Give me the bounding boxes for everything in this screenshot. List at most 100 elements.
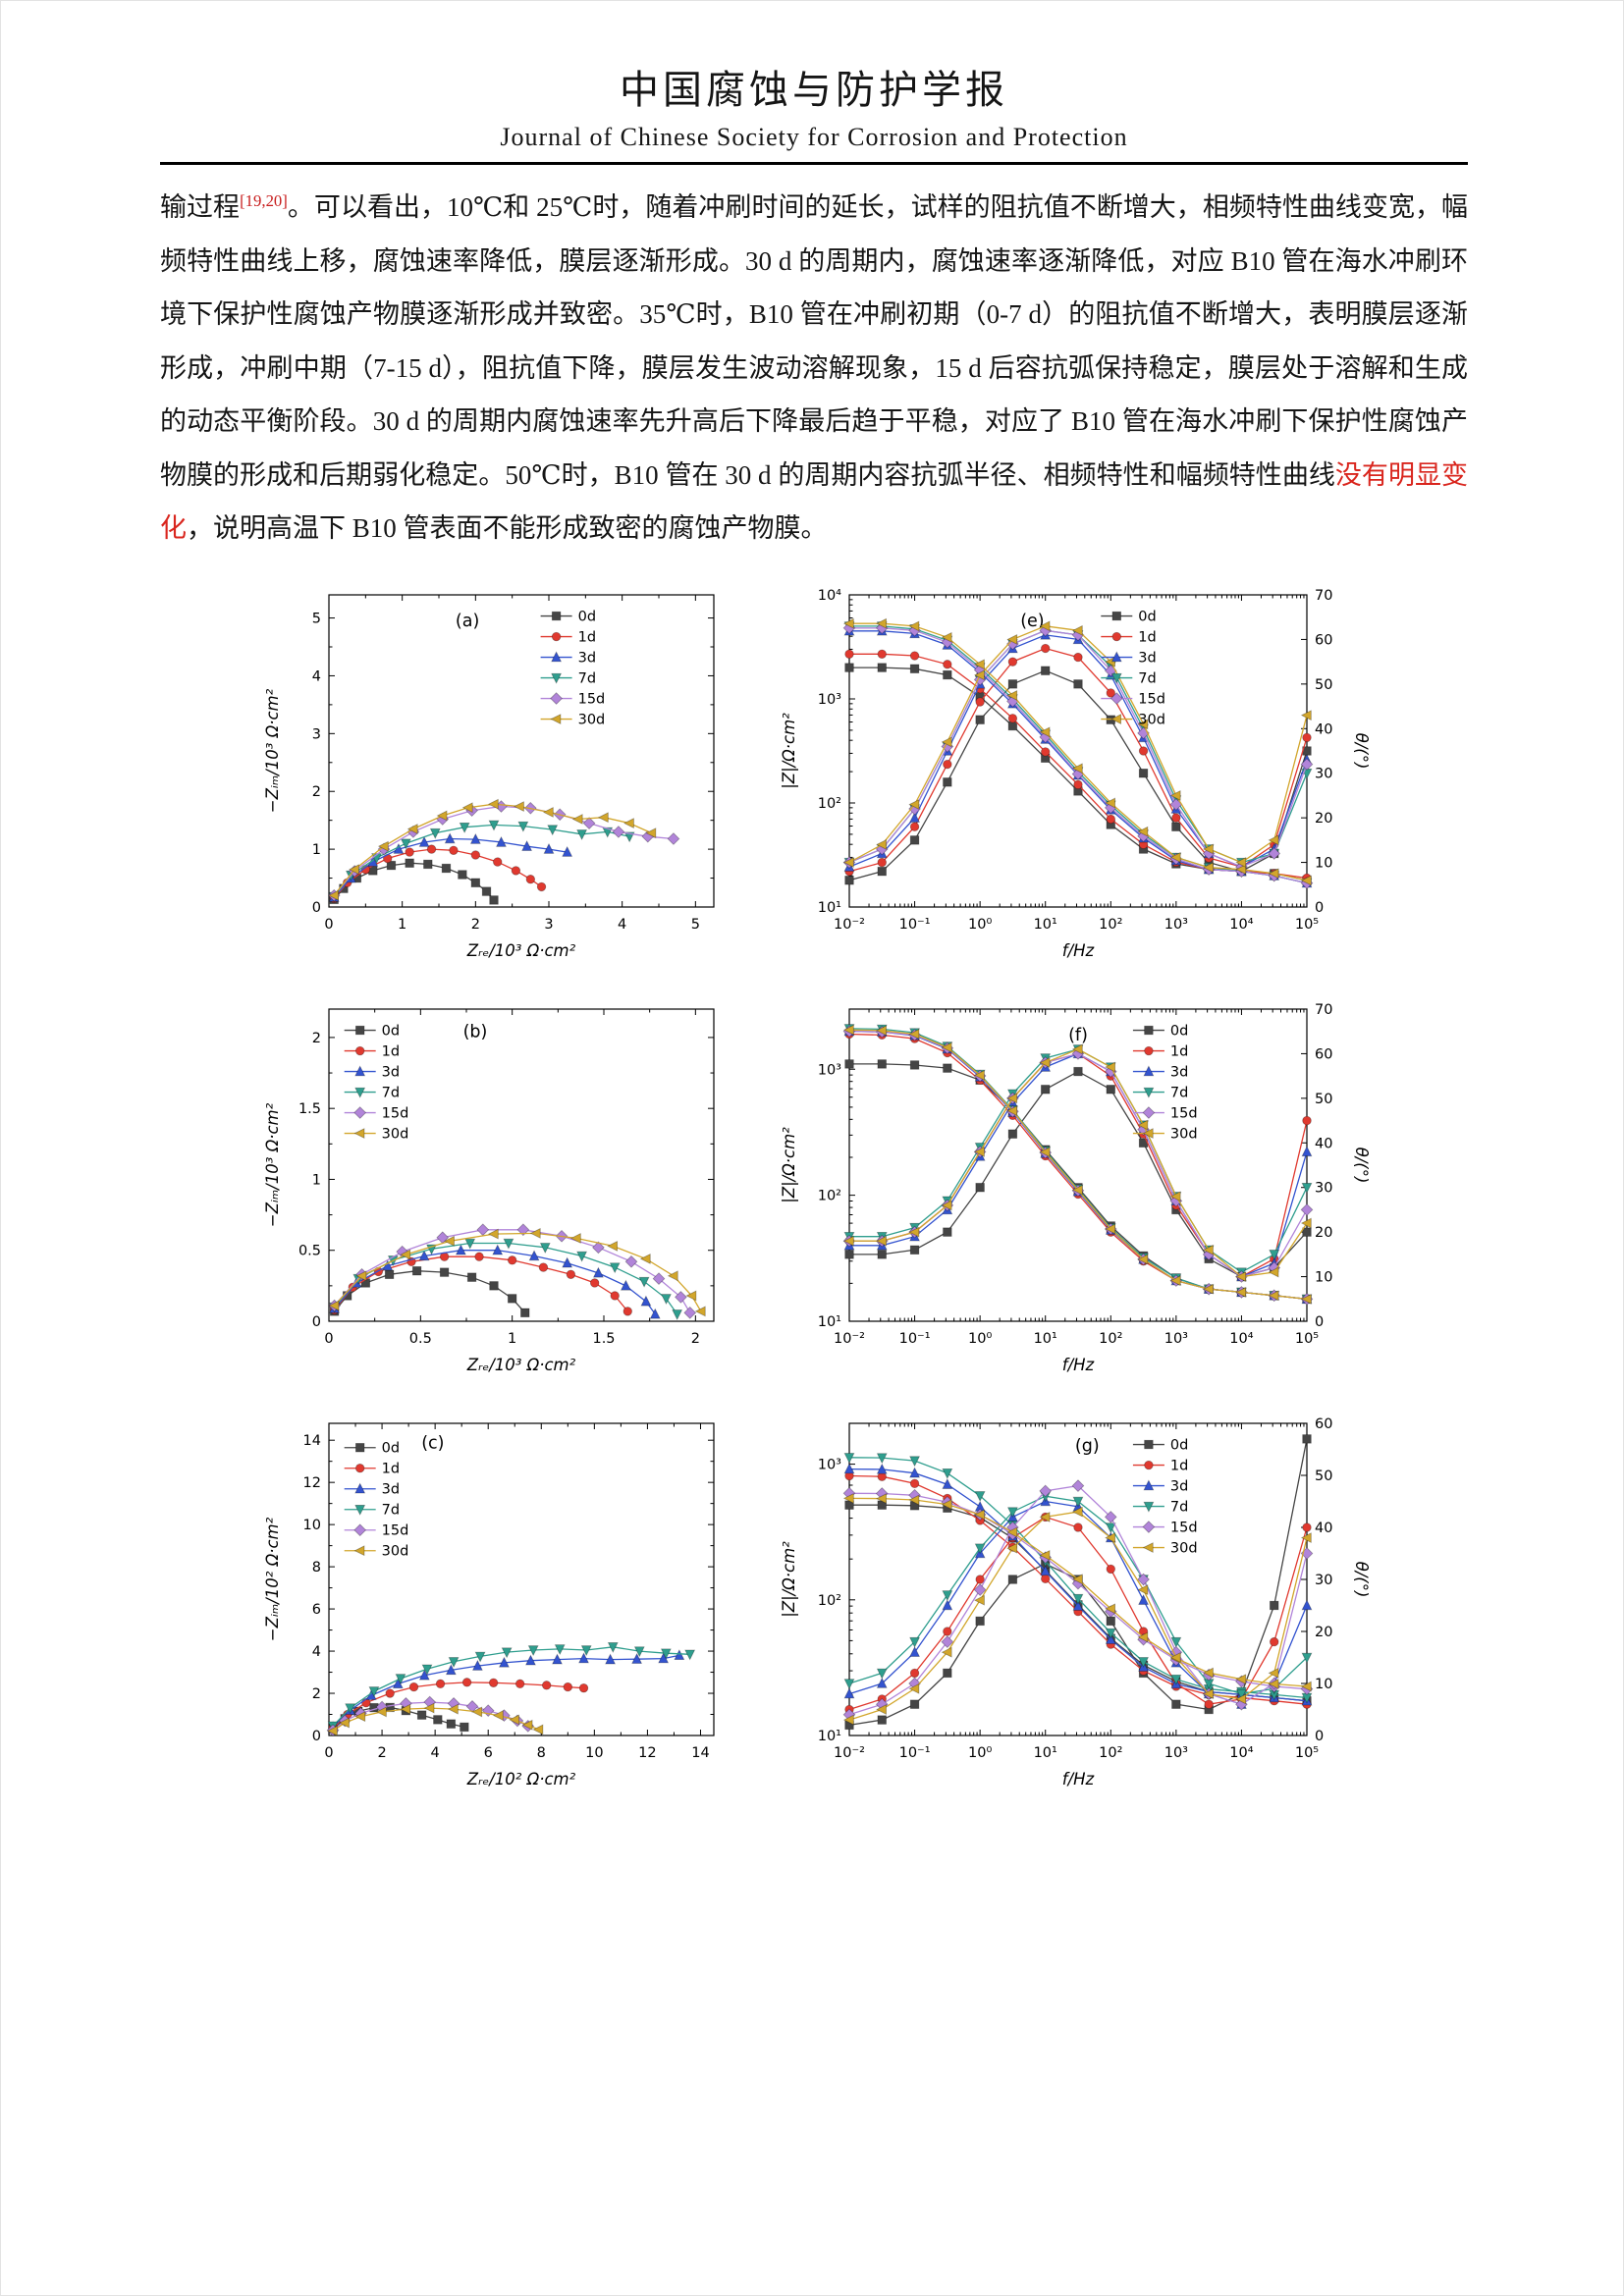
series-30d (842, 617, 1312, 886)
svg-text:3d: 3d (382, 1064, 400, 1080)
paragraph-text: 输过程 (160, 192, 241, 222)
journal-title-en: Journal of Chinese Society for Corrosion… (500, 123, 1128, 151)
svg-text:f/Hz: f/Hz (1062, 1356, 1095, 1374)
svg-text:(f): (f) (1068, 1026, 1088, 1045)
svg-text:1: 1 (312, 1172, 321, 1188)
svg-text:|Z|/Ω·cm²: |Z|/Ω·cm² (780, 1127, 798, 1203)
svg-text:0: 0 (312, 1729, 321, 1744)
citation-ref: [19,20] (240, 191, 288, 210)
svg-text:(e): (e) (1020, 612, 1044, 631)
svg-text:θ/(°): θ/(°) (1352, 1561, 1371, 1597)
axis-ticks (328, 1008, 714, 1322)
svg-text:40: 40 (1315, 1136, 1332, 1151)
figure-b-nyquist: 0 0.5 1 1.5 2 0 0.5 1 1.5 2 Zᵣₑ/10³ Ω·cm² −Zᵢₘ/10³ … (256, 993, 737, 1386)
svg-text:10⁴: 10⁴ (1229, 917, 1253, 933)
svg-text:10⁰: 10⁰ (968, 1331, 992, 1347)
svg-text:30: 30 (1315, 766, 1332, 781)
series-15d (327, 799, 680, 902)
svg-text:10: 10 (1315, 855, 1332, 871)
svg-text:|Z|/Ω·cm²: |Z|/Ω·cm² (780, 1541, 798, 1618)
svg-text:20: 20 (1315, 1625, 1332, 1640)
svg-text:3d: 3d (578, 650, 596, 666)
svg-text:6: 6 (484, 1745, 493, 1761)
journal-title-zh: 中国腐蚀与防护学报 (620, 68, 1008, 112)
svg-text:8: 8 (537, 1745, 546, 1761)
svg-text:−Zᵢₘ/10³ Ω·cm²: −Zᵢₘ/10³ Ω·cm² (263, 688, 282, 813)
svg-text:30d: 30d (1138, 712, 1165, 727)
svg-text:7d: 7d (382, 1502, 400, 1518)
legend: 0d 1d 3d 7d 15d 30d (540, 609, 605, 727)
body-paragraph: 输过程[19,20]。可以看出，10℃和 25℃时，随着冲刷时间的延长，试样的阻… (160, 181, 1468, 556)
svg-text:3: 3 (544, 917, 553, 933)
svg-text:−Zᵢₘ/10² Ω·cm²: −Zᵢₘ/10² Ω·cm² (263, 1517, 282, 1641)
svg-text:5: 5 (312, 611, 321, 626)
svg-text:2: 2 (471, 917, 480, 933)
chart-f: 10⁻² 10⁻¹ 10⁰ 10¹ 10² 10³ 10⁴ 10⁵ 10¹ 10² 10³ 0 10 20… (780, 1002, 1371, 1374)
svg-text:1d: 1d (578, 629, 596, 645)
svg-text:7d: 7d (1170, 1499, 1188, 1515)
svg-text:10³: 10³ (818, 1457, 841, 1472)
svg-text:50: 50 (1315, 677, 1332, 693)
series-15d (328, 1223, 697, 1319)
svg-text:5: 5 (691, 917, 700, 933)
svg-text:0d: 0d (1170, 1437, 1188, 1453)
svg-text:10⁻²: 10⁻² (834, 917, 865, 933)
axis-ticks (328, 594, 714, 908)
svg-text:7d: 7d (382, 1085, 400, 1100)
svg-text:70: 70 (1315, 588, 1332, 604)
svg-text:10⁵: 10⁵ (1295, 1745, 1319, 1761)
svg-text:10: 10 (585, 1745, 603, 1761)
svg-text:0: 0 (1315, 900, 1324, 916)
svg-text:10²: 10² (1099, 1745, 1122, 1761)
svg-text:0: 0 (312, 1314, 321, 1330)
figure-c-nyquist: 0 2 4 6 8 10 12 14 0 2 4 6 8 10 12 14 Zᵣₑ/10² Ω·cm² −Zᵢₘ/… (256, 1408, 737, 1800)
svg-text:4: 4 (431, 1745, 440, 1761)
svg-text:0: 0 (1315, 1314, 1324, 1330)
svg-text:10²: 10² (818, 796, 841, 812)
svg-text:15d: 15d (1170, 1105, 1198, 1121)
series-0d (329, 858, 499, 905)
svg-text:0: 0 (324, 1331, 333, 1347)
svg-text:4: 4 (312, 668, 321, 684)
svg-text:10¹: 10¹ (1034, 1745, 1057, 1761)
svg-text:Zᵣₑ/10³ Ω·cm²: Zᵣₑ/10³ Ω·cm² (466, 941, 576, 960)
svg-text:40: 40 (1315, 721, 1332, 737)
svg-text:10¹: 10¹ (818, 1729, 841, 1744)
svg-text:10⁰: 10⁰ (968, 917, 992, 933)
series-3d (328, 832, 573, 902)
series-0d (844, 663, 1312, 885)
figure-g-bode: 10⁻² 10⁻¹ 10⁰ 10¹ 10² 10³ 10⁴ 10⁵ 10¹ 10² 10³ 0 10 20… (773, 1408, 1372, 1800)
svg-text:10¹: 10¹ (1034, 917, 1057, 933)
svg-text:0: 0 (324, 917, 333, 933)
series-30d (328, 798, 657, 901)
svg-text:14: 14 (691, 1745, 709, 1761)
axis-ticks (848, 1008, 1308, 1322)
svg-text:60: 60 (1315, 1046, 1332, 1062)
legend: 0d 1d 3d 7d 15d 30d (344, 1440, 408, 1559)
highlighted-text: 没有明显变化 (160, 459, 1468, 544)
chart-b: 0 0.5 1 1.5 2 0 0.5 1 1.5 2 Zᵣₑ/10³ Ω·cm² −Zᵢₘ/10³ … (263, 1008, 715, 1374)
axis-ticks (848, 594, 1308, 908)
svg-text:30: 30 (1315, 1180, 1332, 1196)
figure-a-nyquist: 0 1 2 3 4 5 0 1 2 3 4 5 Zᵣₑ/10³ Ω·cm² −Zᵢₘ/10³ Ω·cm² (… (256, 579, 737, 972)
svg-text:0.5: 0.5 (298, 1243, 321, 1258)
svg-text:7d: 7d (1170, 1085, 1188, 1100)
svg-text:2: 2 (312, 784, 321, 800)
svg-text:70: 70 (1315, 1002, 1332, 1018)
chart-e: 10⁻² 10⁻¹ 10⁰ 10¹ 10² 10³ 10⁴ 10⁵ 10¹ 10² 10³ 10⁴ 0 1… (780, 588, 1371, 960)
header-rule (160, 162, 1468, 165)
svg-text:3d: 3d (1138, 650, 1156, 666)
chart-a: 0 1 2 3 4 5 0 1 2 3 4 5 Zᵣₑ/10³ Ω·cm² −Zᵢₘ/10³ Ω·cm² (… (263, 594, 715, 960)
svg-text:10³: 10³ (1164, 917, 1188, 933)
legend: 0d 1d 3d 7d 15d 30d (344, 1023, 408, 1142)
series-1d (329, 1252, 632, 1316)
axis-ticks (848, 1422, 1308, 1736)
svg-text:1: 1 (312, 842, 321, 858)
svg-text:(c): (c) (421, 1433, 444, 1453)
svg-text:50: 50 (1315, 1468, 1332, 1484)
svg-text:10²: 10² (1099, 917, 1122, 933)
svg-text:2: 2 (377, 1745, 386, 1761)
svg-text:0d: 0d (382, 1023, 400, 1039)
svg-text:10⁻²: 10⁻² (834, 1745, 865, 1761)
